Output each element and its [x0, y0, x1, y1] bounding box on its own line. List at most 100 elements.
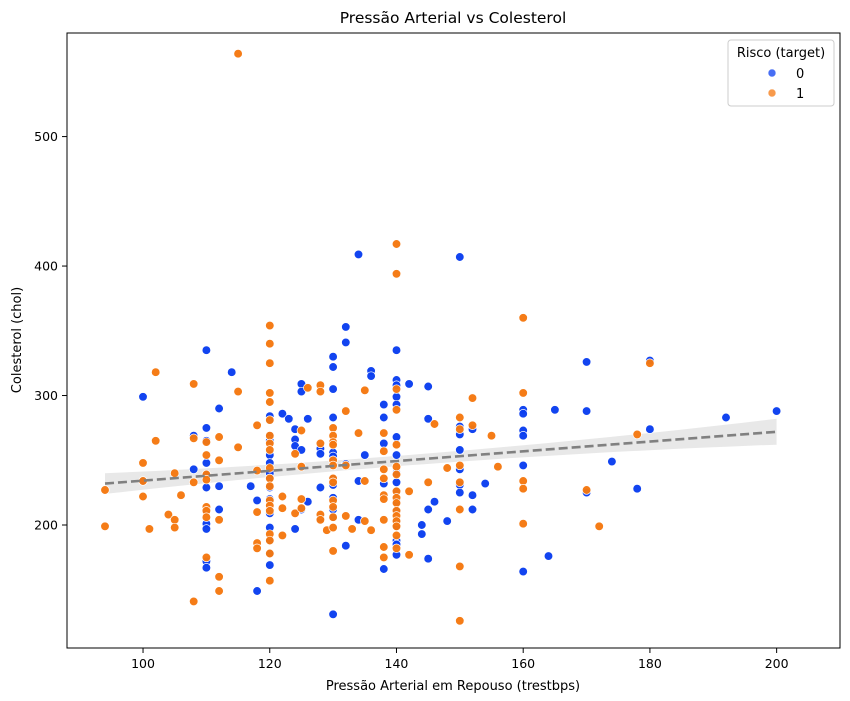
scatter-point-target-0: [277, 409, 288, 419]
scatter-point-target-0: [645, 424, 655, 434]
scatter-point-target-1: [201, 512, 212, 522]
scatter-point-target-0: [303, 414, 313, 424]
scatter-point-target-1: [151, 436, 161, 446]
scatter-point-target-0: [391, 450, 402, 460]
scatter-point-target-1: [442, 463, 452, 473]
scatter-point-target-0: [455, 252, 465, 262]
scatter-point-target-1: [265, 415, 275, 425]
x-tick-label: 100: [131, 656, 155, 671]
scatter-point-target-0: [189, 464, 199, 474]
scatter-point-target-1: [360, 476, 370, 486]
scatter-point-target-1: [265, 388, 275, 398]
scatter-point-target-1: [252, 465, 262, 476]
scatter-point-target-1: [201, 437, 212, 447]
scatter-point-target-0: [201, 482, 212, 493]
scatter-point-target-1: [379, 552, 389, 563]
x-tick-label: 200: [765, 656, 789, 671]
scatter-point-target-1: [423, 477, 433, 487]
scatter-point-target-1: [328, 522, 338, 533]
scatter-point-target-0: [417, 529, 427, 539]
scatter-point-target-1: [214, 586, 224, 596]
scatter-point-target-1: [170, 515, 180, 525]
scatter-point-target-1: [391, 498, 402, 508]
scatter-point-target-1: [341, 406, 351, 416]
scatter-point-target-0: [379, 412, 389, 423]
scatter-point-target-1: [233, 386, 243, 397]
scatter-point-target-1: [265, 339, 275, 349]
scatter-point-target-1: [328, 440, 338, 450]
trend-line: [104, 430, 777, 485]
scatter-point-target-0: [341, 541, 351, 551]
scatter-point-target-0: [328, 362, 338, 372]
scatter-point-target-1: [214, 455, 224, 465]
scatter-point-target-0: [518, 566, 528, 577]
scatter-point-target-0: [138, 392, 148, 402]
scatter-point-target-0: [265, 560, 275, 570]
scatter-point-target-1: [265, 397, 275, 407]
scatter-point-target-1: [486, 431, 497, 441]
scatter-point-target-1: [404, 550, 414, 560]
scatter-point-target-1: [265, 358, 275, 368]
scatter-point-target-1: [233, 49, 243, 59]
scatter-point-target-1: [252, 420, 262, 430]
scatter-point-target-0: [201, 563, 212, 573]
scatter-point-target-1: [391, 440, 402, 450]
scatter-point-target-1: [214, 572, 224, 582]
scatter-point-target-1: [189, 477, 199, 487]
scatter-point-target-1: [328, 477, 338, 487]
scatter-point-target-0: [214, 481, 224, 491]
legend-frame: [727, 39, 835, 107]
scatter-point-target-0: [214, 504, 224, 515]
scatter-point-target-1: [265, 548, 275, 559]
scatter-point-target-1: [429, 419, 440, 429]
scatter-point-target-1: [290, 449, 300, 459]
scatter-point-target-1: [455, 561, 465, 572]
scatter-point-target-1: [277, 530, 288, 541]
scatter-point-target-0: [391, 345, 402, 355]
scatter-point-target-0: [423, 554, 433, 564]
y-tick-label: 400: [34, 259, 58, 274]
scatter-point-target-1: [379, 446, 389, 456]
scatter-point-target-1: [455, 412, 465, 423]
scatter-point-target-1: [265, 576, 275, 586]
scatter-point-target-0: [581, 357, 592, 367]
scatter-point-target-1: [391, 530, 402, 541]
scatter-point-target-0: [632, 484, 642, 494]
x-tick-label: 160: [511, 656, 535, 671]
scatter-point-target-0: [214, 403, 224, 414]
scatter-point-target-1: [467, 393, 478, 403]
x-tick-label: 180: [638, 656, 662, 671]
scatter-point-target-1: [518, 484, 528, 494]
scatter-point-target-1: [379, 473, 389, 484]
scatter-point-target-0: [252, 495, 262, 506]
scatter-point-target-1: [581, 485, 592, 495]
scatter-point-target-0: [252, 586, 262, 596]
scatter-point-target-0: [518, 460, 528, 471]
scatter-point-target-1: [233, 442, 243, 452]
scatter-point-target-1: [328, 423, 338, 433]
scatter-point-target-0: [328, 412, 338, 423]
scatter-point-target-1: [391, 462, 402, 472]
scatter-point-target-0: [442, 516, 452, 526]
scatter-point-target-1: [379, 542, 389, 552]
scatter-point-target-1: [467, 420, 478, 430]
scatter-point-target-1: [214, 432, 224, 442]
regression-line: [104, 430, 777, 485]
scatter-point-target-0: [467, 490, 478, 500]
scatter-point-target-1: [391, 269, 402, 279]
scatter-point-target-0: [581, 406, 592, 416]
scatter-point-target-0: [201, 423, 212, 433]
scatter-point-target-0: [518, 431, 528, 441]
scatter-point-target-0: [391, 432, 402, 442]
scatter-point-target-0: [423, 381, 433, 392]
scatter-point-target-0: [290, 524, 300, 534]
scatter-point-target-1: [138, 458, 148, 468]
scatter-point-target-1: [379, 515, 389, 525]
scatter-point-target-1: [296, 425, 307, 436]
scatter-point-target-1: [518, 313, 528, 323]
scatter-point-target-0: [379, 438, 389, 449]
y-tick-label: 300: [34, 388, 58, 403]
scatter-point-target-0: [379, 564, 389, 574]
scatter-point-target-0: [328, 352, 338, 362]
scatter-point-target-1: [391, 384, 402, 394]
